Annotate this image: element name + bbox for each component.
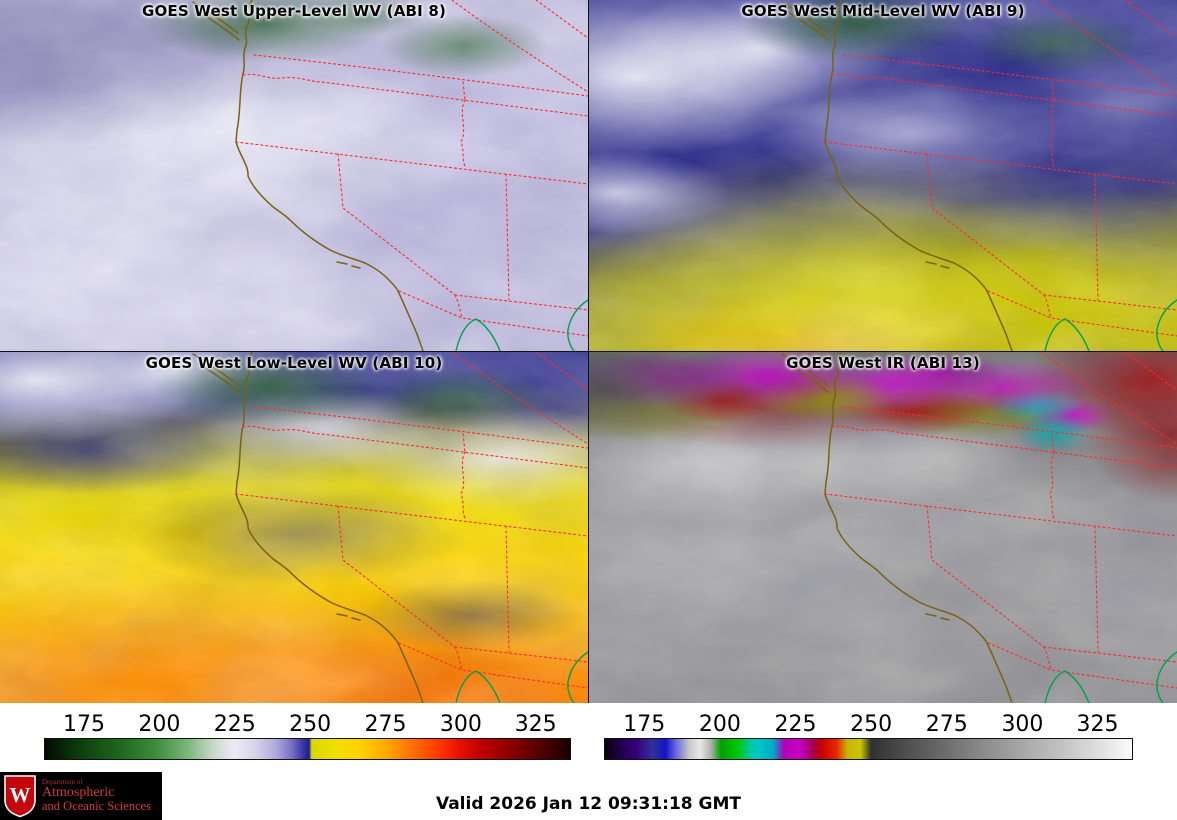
wv-colorbar-gradient (44, 738, 571, 760)
shadow-noise-overlay (589, 352, 1177, 703)
panel-title: GOES West Low-Level WV (ABI 10) (145, 354, 443, 372)
tick-label: 200 (138, 712, 181, 737)
footer: W Department of Atmospheric and Oceanic … (0, 767, 1177, 820)
tick-label: 250 (850, 712, 893, 737)
panel-title: GOES West Upper-Level WV (ABI 8) (141, 2, 447, 20)
ir-colorbar-gradient (604, 738, 1133, 760)
panel-title: GOES West IR (ABI 13) (786, 354, 980, 372)
wv-colorbar: 175 200 225 250 275 300 325 (44, 706, 571, 767)
map-boundaries-overlay (781, 352, 1177, 703)
map-boundaries-overlay (192, 352, 588, 703)
shadow-noise-overlay (0, 352, 588, 703)
quad-panel-grid: GOES West Upper-Level WV (ABI 8) GOES We… (0, 0, 1177, 703)
valid-time-text: Valid 2026 Jan 12 09:31:18 GMT (435, 794, 742, 814)
crest-letter: W (10, 783, 31, 807)
tick-label: 200 (698, 712, 741, 737)
tick-label: 175 (623, 712, 666, 737)
tick-label: 250 (289, 712, 332, 737)
ir-colorbar: 175 200 225 250 275 300 325 (604, 706, 1133, 767)
uw-aos-logo: W Department of Atmospheric and Oceanic … (0, 772, 162, 820)
panel-title: GOES West Mid-Level WV (ABI 9) (741, 2, 1025, 20)
panel-ir: GOES West IR (ABI 13) (589, 352, 1177, 703)
logo-atmospheric-line: Atmospheric (42, 785, 115, 801)
logo-oceanic-line: and Oceanic Sciences (42, 799, 151, 814)
tick-label: 275 (925, 712, 968, 737)
tick-label: 325 (1076, 712, 1119, 737)
tick-label: 175 (63, 712, 106, 737)
ir-colorbar-ticks: 175 200 225 250 275 300 325 (604, 706, 1133, 738)
tick-label: 225 (213, 712, 256, 737)
tick-label: 225 (774, 712, 817, 737)
map-boundaries-overlay (781, 0, 1177, 351)
shadow-noise-overlay (0, 0, 588, 351)
wv-colorbar-ticks: 175 200 225 250 275 300 325 (44, 706, 571, 738)
panel-low-level-wv: GOES West Low-Level WV (ABI 10) (0, 352, 588, 703)
panel-mid-level-wv: GOES West Mid-Level WV (ABI 9) (589, 0, 1177, 351)
shadow-noise-overlay (589, 0, 1177, 351)
tick-label: 300 (439, 712, 482, 737)
tick-label: 300 (1001, 712, 1044, 737)
tick-label: 275 (364, 712, 407, 737)
logo-text: Department of Atmospheric and Oceanic Sc… (42, 777, 151, 814)
uw-crest-icon: W (4, 775, 36, 818)
tick-label: 325 (514, 712, 557, 737)
logo-department-line: Department of (42, 777, 83, 786)
map-boundaries-overlay (192, 0, 588, 351)
panel-upper-level-wv: GOES West Upper-Level WV (ABI 8) (0, 0, 588, 351)
colorbar-row: 175 200 225 250 275 300 325 175 200 225 … (0, 703, 1177, 767)
